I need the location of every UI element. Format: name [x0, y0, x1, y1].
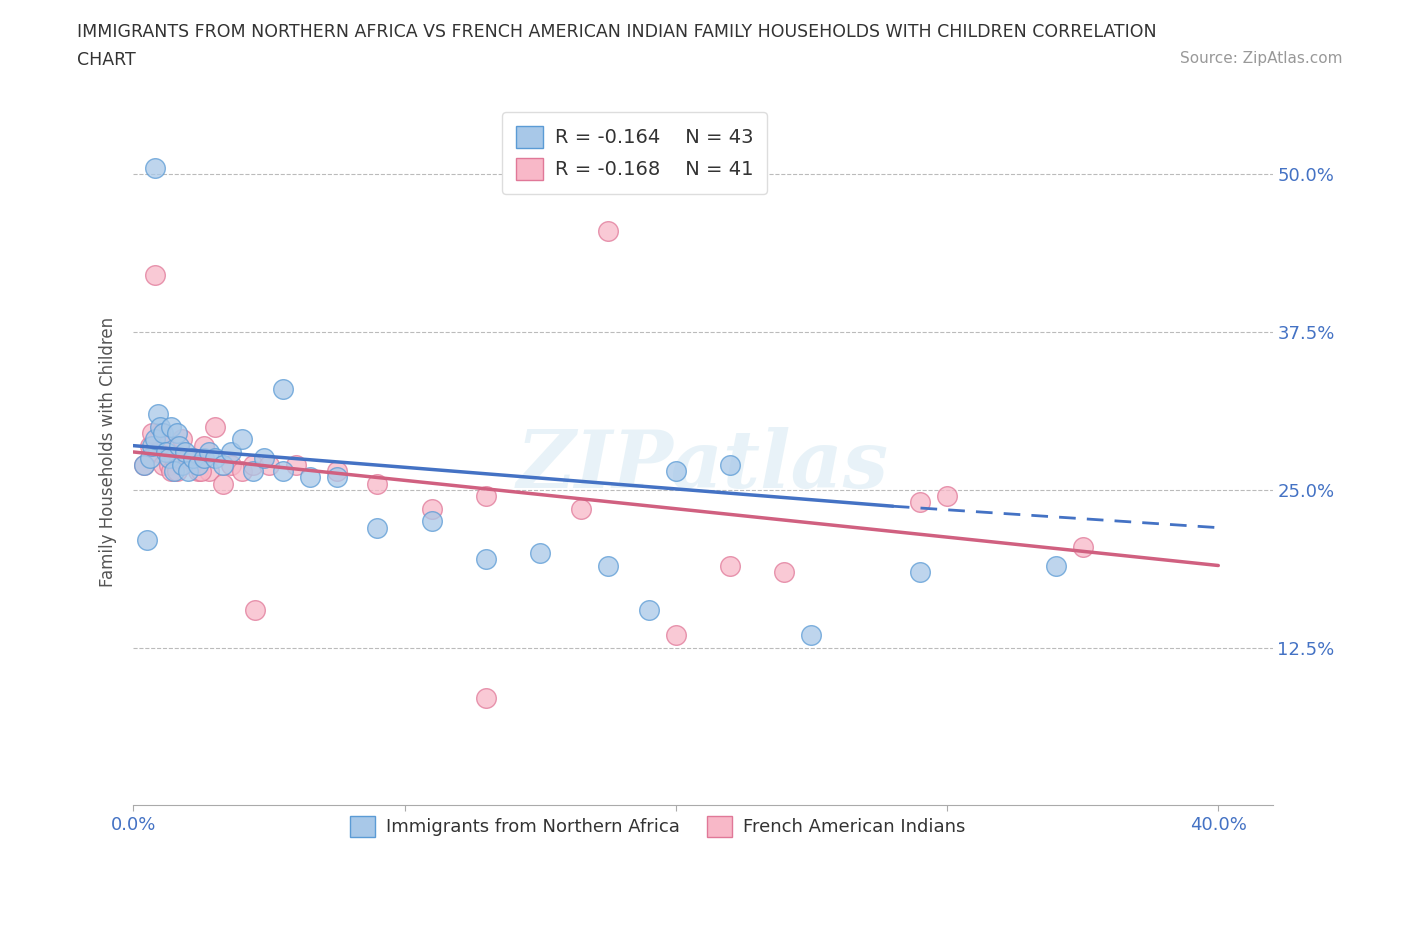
Point	[204, 419, 226, 434]
Point	[135, 533, 157, 548]
Point	[219, 458, 242, 472]
Point	[665, 463, 688, 478]
Point	[366, 476, 388, 491]
Point	[219, 445, 242, 459]
Point	[242, 463, 264, 478]
Point	[257, 458, 280, 472]
Point	[152, 458, 174, 472]
Point	[146, 406, 169, 421]
Point	[172, 432, 194, 446]
Point	[475, 691, 498, 706]
Point	[596, 224, 619, 239]
Point	[143, 432, 166, 446]
Point	[211, 458, 233, 472]
Legend: Immigrants from Northern Africa, French American Indians: Immigrants from Northern Africa, French …	[337, 803, 977, 849]
Point	[169, 438, 191, 453]
Point	[149, 419, 172, 434]
Point	[187, 458, 209, 472]
Point	[637, 603, 659, 618]
Point	[936, 488, 959, 503]
Point	[166, 463, 188, 478]
Point	[152, 426, 174, 441]
Point	[157, 458, 180, 472]
Y-axis label: Family Households with Children: Family Households with Children	[100, 317, 117, 587]
Text: Source: ZipAtlas.com: Source: ZipAtlas.com	[1180, 51, 1343, 66]
Point	[242, 458, 264, 472]
Point	[160, 419, 183, 434]
Point	[172, 458, 194, 472]
Point	[665, 628, 688, 643]
Point	[176, 451, 198, 466]
Point	[146, 445, 169, 459]
Point	[149, 426, 172, 441]
Point	[271, 463, 294, 478]
Point	[285, 458, 308, 472]
Point	[569, 501, 592, 516]
Point	[134, 458, 156, 472]
Point	[181, 451, 204, 466]
Point	[718, 558, 741, 573]
Point	[231, 432, 253, 446]
Point	[475, 551, 498, 566]
Point	[800, 628, 823, 643]
Point	[718, 458, 741, 472]
Point	[1045, 558, 1067, 573]
Point	[143, 161, 166, 176]
Point	[908, 495, 931, 510]
Point	[155, 445, 177, 459]
Point	[160, 463, 183, 478]
Text: ZIPatlas: ZIPatlas	[517, 428, 889, 505]
Text: CHART: CHART	[77, 51, 136, 69]
Point	[169, 451, 191, 466]
Point	[166, 426, 188, 441]
Point	[173, 445, 195, 459]
Point	[138, 438, 160, 453]
Point	[181, 451, 204, 466]
Point	[245, 603, 267, 618]
Point	[475, 488, 498, 503]
Point	[271, 381, 294, 396]
Point	[141, 438, 163, 453]
Point	[138, 451, 160, 466]
Point	[596, 558, 619, 573]
Point	[366, 520, 388, 535]
Point	[326, 463, 349, 478]
Point	[204, 451, 226, 466]
Point	[198, 445, 221, 459]
Point	[420, 514, 443, 529]
Point	[252, 451, 274, 466]
Point	[198, 463, 221, 478]
Point	[908, 565, 931, 579]
Point	[773, 565, 796, 579]
Text: IMMIGRANTS FROM NORTHERN AFRICA VS FRENCH AMERICAN INDIAN FAMILY HOUSEHOLDS WITH: IMMIGRANTS FROM NORTHERN AFRICA VS FRENC…	[77, 23, 1157, 41]
Point	[187, 463, 209, 478]
Point	[163, 463, 186, 478]
Point	[190, 463, 212, 478]
Point	[141, 426, 163, 441]
Point	[420, 501, 443, 516]
Point	[155, 438, 177, 453]
Point	[157, 451, 180, 466]
Point	[143, 268, 166, 283]
Point	[529, 546, 551, 561]
Point	[193, 451, 215, 466]
Point	[326, 470, 349, 485]
Point	[1071, 539, 1094, 554]
Point	[231, 463, 253, 478]
Point	[163, 451, 186, 466]
Point	[211, 476, 233, 491]
Point	[298, 470, 321, 485]
Point	[176, 463, 198, 478]
Point	[134, 458, 156, 472]
Point	[193, 438, 215, 453]
